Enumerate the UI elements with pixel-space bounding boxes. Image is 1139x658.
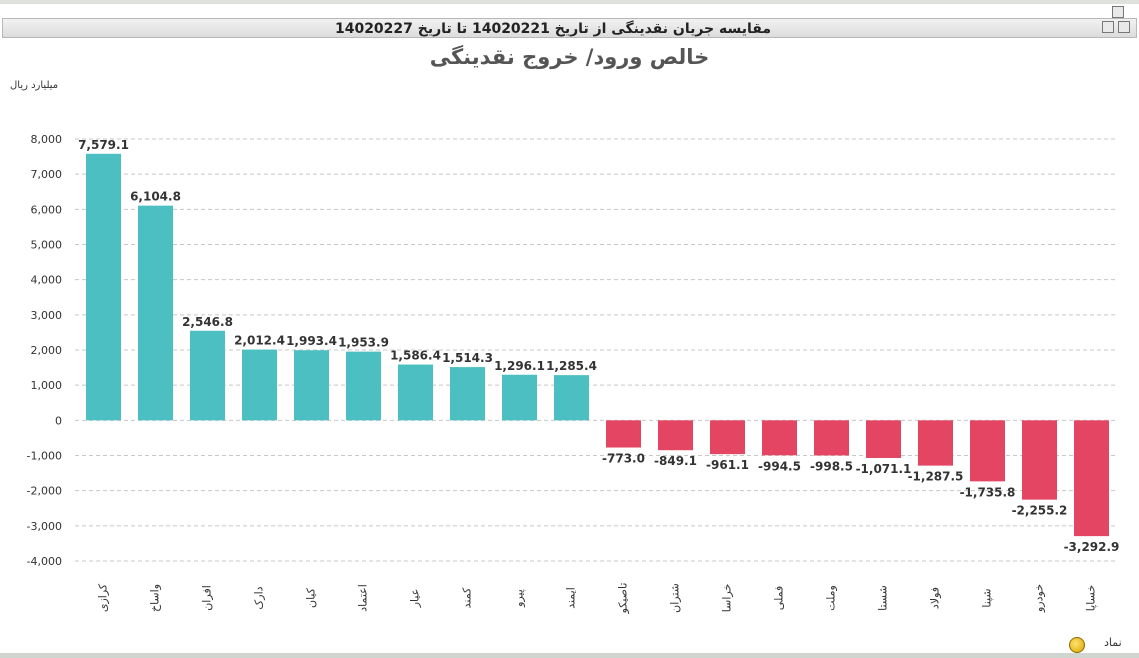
y-tick-label: 3,000: [31, 309, 63, 322]
bar: [1022, 420, 1057, 500]
bar: [502, 374, 537, 421]
bar-value-label: -994.5: [758, 459, 801, 473]
y-tick-label: 5,000: [31, 239, 63, 252]
x-tick-label: واساخ: [149, 584, 162, 612]
bar-value-label: -1,071.1: [856, 462, 912, 476]
bar-value-label: -3,292.9: [1064, 540, 1120, 554]
bar-value-label: -1,287.5: [908, 470, 964, 484]
x-tick-label: ایمند: [565, 587, 578, 609]
y-tick-label: 8,000: [31, 133, 63, 146]
fullscreen-icon[interactable]: [1112, 6, 1124, 18]
bar-value-label: 1,586.4: [390, 349, 441, 363]
y-tick-label: 6,000: [31, 203, 63, 216]
bar: [398, 364, 433, 421]
y-tick-label: -3,000: [27, 520, 62, 533]
bar: [242, 349, 277, 421]
bar-value-label: 1,514.3: [442, 351, 493, 365]
x-tick-label: اعتماد: [357, 584, 370, 612]
bar: [450, 367, 485, 421]
x-tick-label: کرازی: [97, 583, 110, 612]
bar-value-label: 1,953.9: [338, 336, 389, 350]
bar: [554, 375, 589, 421]
x-tick-label: خودرو: [1033, 584, 1046, 613]
x-tick-label: شستا: [877, 585, 890, 611]
refresh-icon[interactable]: [1069, 637, 1085, 653]
bar: [294, 350, 329, 421]
print-icon[interactable]: [1102, 21, 1114, 33]
window-controls: [1102, 6, 1130, 33]
y-tick-label: -2,000: [27, 485, 62, 498]
x-tick-label: کمند: [461, 587, 474, 608]
bar: [762, 420, 797, 456]
bar: [346, 351, 381, 421]
bar-value-label: 2,546.8: [182, 315, 233, 329]
y-tick-label: 1,000: [31, 379, 63, 392]
bar: [138, 205, 173, 421]
bar-value-label: -773.0: [602, 452, 645, 466]
y-tick-label: 4,000: [31, 274, 63, 287]
bar: [814, 420, 849, 456]
bar: [918, 420, 953, 466]
x-tick-label: وملت: [825, 585, 838, 611]
x-tick-label: دارک: [253, 586, 266, 609]
y-tick-label: 0: [55, 414, 62, 427]
bar: [86, 153, 121, 421]
x-tick-label: شپنا: [981, 588, 994, 607]
bar: [190, 330, 225, 421]
bar-value-label: 1,296.1: [494, 359, 545, 373]
bar-value-label: -998.5: [810, 459, 853, 473]
chart-title: خالص ورود/ خروج نقدینگی: [429, 45, 710, 69]
bar-value-label: 6,104.8: [130, 190, 181, 204]
bar-value-label: -2,255.2: [1012, 504, 1068, 518]
y-tick-label: -4,000: [27, 555, 62, 568]
bar-value-label: 7,579.1: [78, 138, 129, 152]
bar: [710, 420, 745, 455]
save-icon[interactable]: [1118, 21, 1130, 33]
window-title: مقایسه جریان نقدینگی از تاریخ 14020221 ت…: [334, 21, 772, 37]
x-tick-label: عیار: [409, 589, 422, 609]
x-tick-label: تاصیکو: [617, 583, 630, 615]
bottom-bar: [0, 653, 1139, 658]
x-tick-label: شتران: [669, 583, 682, 613]
x-tick-label: پیرو: [513, 589, 526, 608]
x-tick-label: فملی: [773, 586, 786, 610]
y-tick-label: 2,000: [31, 344, 63, 357]
x-tick-label: فولاد: [929, 587, 942, 609]
y-axis-unit-label: میلیارد ریال: [10, 80, 59, 91]
x-tick-label: خساپا: [1085, 585, 1098, 611]
bar: [970, 420, 1005, 482]
y-tick-label: -1,000: [27, 450, 62, 463]
bar: [1074, 420, 1109, 537]
bar-value-label: 2,012.4: [234, 334, 285, 348]
x-axis-label: نماد: [1104, 636, 1122, 649]
y-tick-label: 7,000: [31, 168, 63, 181]
bar-value-label: -1,735.8: [960, 485, 1016, 499]
bar-value-label: -849.1: [654, 454, 697, 468]
x-tick-label: خراسا: [721, 584, 734, 613]
bar-value-label: 1,285.4: [546, 359, 597, 373]
window-titlebar: مقایسه جریان نقدینگی از تاریخ 14020221 ت…: [2, 6, 1137, 38]
bar: [606, 420, 641, 448]
x-tick-label: کیان: [305, 587, 318, 608]
x-tick-label: افران: [201, 585, 214, 611]
bar-value-label: -961.1: [706, 458, 749, 472]
top-strip: [0, 0, 1139, 4]
bar: [658, 420, 693, 451]
bar-value-label: 1,993.4: [286, 334, 337, 348]
bar: [866, 420, 901, 459]
